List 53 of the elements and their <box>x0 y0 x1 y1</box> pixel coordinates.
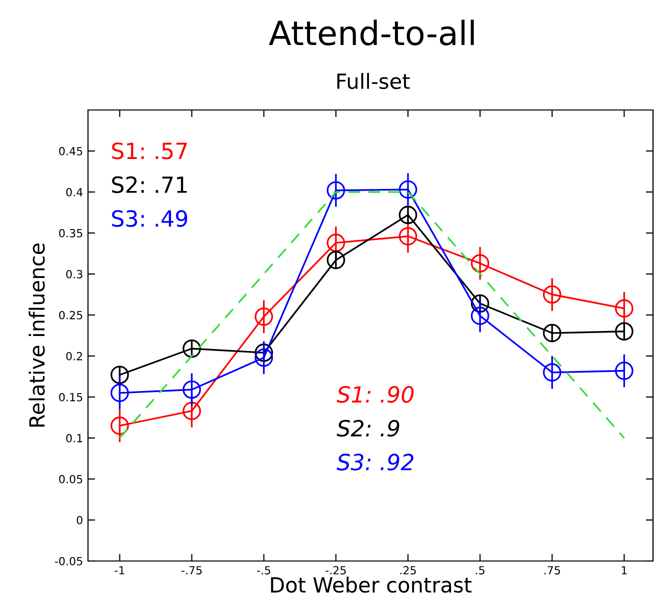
point <box>326 181 346 200</box>
y-tick-label: 0 <box>76 516 82 524</box>
x-tick-label: .25 <box>400 566 416 574</box>
y-tick-label: 0.4 <box>66 188 83 196</box>
point <box>254 344 274 362</box>
y-tick-label: 0.1 <box>66 434 82 442</box>
point <box>398 180 418 199</box>
annotation: S2: .9 <box>336 420 400 437</box>
point <box>254 348 274 367</box>
y-tick-label: 0.05 <box>59 474 82 484</box>
point <box>254 307 274 326</box>
y-axis-title: Relative influence <box>28 243 45 427</box>
y-tick-label: 0.45 <box>59 146 82 156</box>
y-tick-label: 0.3 <box>66 270 82 278</box>
y-tick-label: 0.15 <box>59 392 82 402</box>
point <box>110 384 129 402</box>
annotation: S1: .57 <box>112 142 187 160</box>
annotation: S2: .71 <box>112 176 187 194</box>
y-tick-label: -0.05 <box>54 556 82 566</box>
point <box>398 227 418 246</box>
point <box>542 363 562 382</box>
point <box>470 306 490 325</box>
x-tick-label: -1 <box>114 566 124 574</box>
x-tick-label: -.25 <box>326 566 346 574</box>
point <box>470 254 490 273</box>
point <box>182 339 201 358</box>
point <box>615 299 634 318</box>
y-tick-label: 0.35 <box>59 228 82 238</box>
x-tick-label: .75 <box>544 566 560 574</box>
y-tick-label: 0.25 <box>59 310 82 320</box>
annotation: S3: .92 <box>336 454 414 470</box>
point <box>110 366 129 384</box>
x-axis-title: Dot Weber contrast <box>271 576 472 593</box>
chart-title: Attend-to-all <box>268 20 474 46</box>
point <box>470 294 490 313</box>
point <box>398 206 418 224</box>
x-tick-label: .5 <box>476 566 484 574</box>
x-tick-label: -.75 <box>181 566 202 574</box>
chart-subtitle: Full-set <box>337 72 410 90</box>
point <box>326 234 346 252</box>
point <box>110 416 129 435</box>
point <box>326 250 346 270</box>
annotation: S3: .49 <box>112 210 188 227</box>
y-tick-label: 0.2 <box>66 352 82 360</box>
annotation: S1: .90 <box>336 386 414 403</box>
point <box>182 402 201 420</box>
point <box>542 324 562 342</box>
x-tick-label: 1 <box>622 566 627 574</box>
point <box>615 322 634 341</box>
x-tick-label: -.5 <box>257 566 270 574</box>
point <box>615 362 634 380</box>
point <box>542 285 562 304</box>
point <box>182 380 201 399</box>
